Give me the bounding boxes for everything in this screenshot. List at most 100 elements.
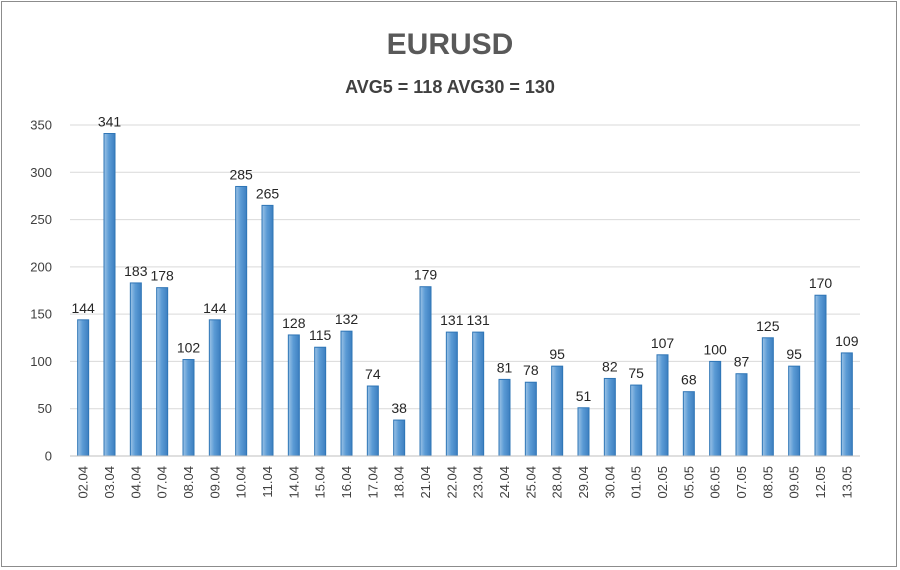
bar: [182, 359, 195, 457]
bar: [208, 319, 221, 457]
x-tick-label: 22.04: [444, 466, 459, 499]
x-tick-label: 17.04: [365, 466, 380, 499]
bar: [630, 384, 643, 457]
data-label: 75: [628, 365, 644, 381]
x-tick-label: 13.05: [839, 466, 854, 499]
data-label: 78: [523, 362, 539, 378]
data-label: 51: [576, 388, 592, 404]
bar: [472, 331, 485, 457]
y-tick-label: 50: [38, 401, 52, 416]
bar: [498, 378, 511, 457]
data-label: 144: [71, 300, 95, 316]
bar: [524, 381, 537, 457]
x-tick-label: 09.05: [787, 466, 802, 499]
data-label: 109: [835, 333, 859, 349]
chart-subtitle: AVG5 = 118 AVG30 = 130: [345, 77, 555, 97]
x-tick-label: 04.04: [128, 466, 143, 499]
x-tick-label: 21.04: [418, 466, 433, 499]
data-label: 179: [414, 267, 438, 283]
x-tick-label: 29.04: [576, 466, 591, 499]
data-label: 74: [365, 366, 381, 382]
x-tick-label: 10.04: [234, 466, 249, 499]
bar: [314, 346, 327, 457]
x-axis: 02.04 03.04 04.04 07.04 08.04 09.04 10.04 11.04…: [70, 455, 860, 499]
data-label: 100: [703, 341, 727, 357]
x-tick-label: 08.05: [760, 466, 775, 499]
bar: [603, 377, 616, 457]
y-tick-label: 150: [30, 307, 52, 322]
x-tick-label: 12.05: [813, 466, 828, 499]
x-tick-label: 24.04: [497, 466, 512, 499]
data-label: 125: [756, 318, 780, 334]
bar: [261, 204, 274, 457]
data-label: 115: [309, 327, 332, 343]
data-label: 131: [466, 312, 490, 328]
bar: [103, 133, 116, 457]
bar: [709, 360, 722, 457]
data-label: 183: [124, 263, 148, 279]
bar: [445, 331, 458, 457]
y-tick-label: 100: [30, 354, 52, 369]
data-label: 95: [549, 346, 565, 362]
bar: [814, 294, 827, 457]
data-label: 82: [602, 358, 618, 374]
bar: [577, 407, 590, 457]
bar: [682, 391, 695, 457]
y-tick-label: 0: [45, 449, 52, 464]
y-tick-label: 250: [30, 212, 52, 227]
y-axis: 0 50 100 150 200 250 300 350: [30, 118, 52, 464]
data-label: 265: [256, 185, 280, 201]
bar: [235, 185, 248, 457]
bar: [656, 354, 669, 457]
y-tick-label: 350: [30, 118, 52, 133]
data-label: 102: [177, 340, 201, 356]
bar: [840, 352, 853, 457]
data-label: 144: [203, 300, 227, 316]
x-tick-label: 02.05: [655, 466, 670, 499]
bar: [77, 319, 90, 457]
x-tick-label: 05.05: [681, 466, 696, 499]
x-tick-label: 08.04: [181, 466, 196, 499]
x-tick-label: 15.04: [313, 466, 328, 499]
bar: [761, 337, 774, 457]
x-tick-label: 11.04: [260, 466, 275, 498]
bar: [129, 282, 142, 457]
y-tick-label: 300: [30, 165, 52, 180]
bar: [340, 330, 353, 457]
bar: [366, 385, 379, 457]
data-label: 81: [497, 359, 513, 375]
bar: [735, 373, 748, 457]
bar: [287, 334, 300, 457]
bar: [551, 365, 564, 457]
bar: [419, 286, 432, 457]
data-label: 170: [809, 275, 833, 291]
x-tick-label: 14.04: [286, 466, 301, 499]
x-tick-label: 23.04: [471, 466, 486, 499]
data-label: 95: [786, 346, 802, 362]
y-tick-label: 200: [30, 259, 52, 274]
data-label: 128: [282, 315, 306, 331]
x-tick-label: 07.05: [734, 466, 749, 499]
x-tick-label: 07.04: [155, 466, 170, 499]
bar: [788, 365, 801, 457]
data-label: 285: [229, 166, 253, 182]
data-label: 178: [150, 268, 174, 284]
data-label: 68: [681, 372, 697, 388]
x-tick-label: 09.04: [207, 466, 222, 499]
x-tick-label: 16.04: [339, 466, 354, 499]
chart-title: EURUSD: [386, 28, 514, 61]
bar: [393, 419, 406, 457]
data-label: 131: [440, 312, 464, 328]
x-tick-label: 01.05: [629, 466, 644, 499]
data-label: 87: [734, 354, 750, 370]
x-tick-label: 30.04: [602, 466, 617, 499]
x-tick-label: 06.05: [708, 466, 723, 499]
bars: [77, 133, 853, 457]
data-label: 38: [391, 400, 407, 416]
x-tick-label: 02.04: [76, 466, 91, 499]
data-label: 341: [98, 114, 122, 130]
x-tick-label: 18.04: [392, 466, 407, 499]
